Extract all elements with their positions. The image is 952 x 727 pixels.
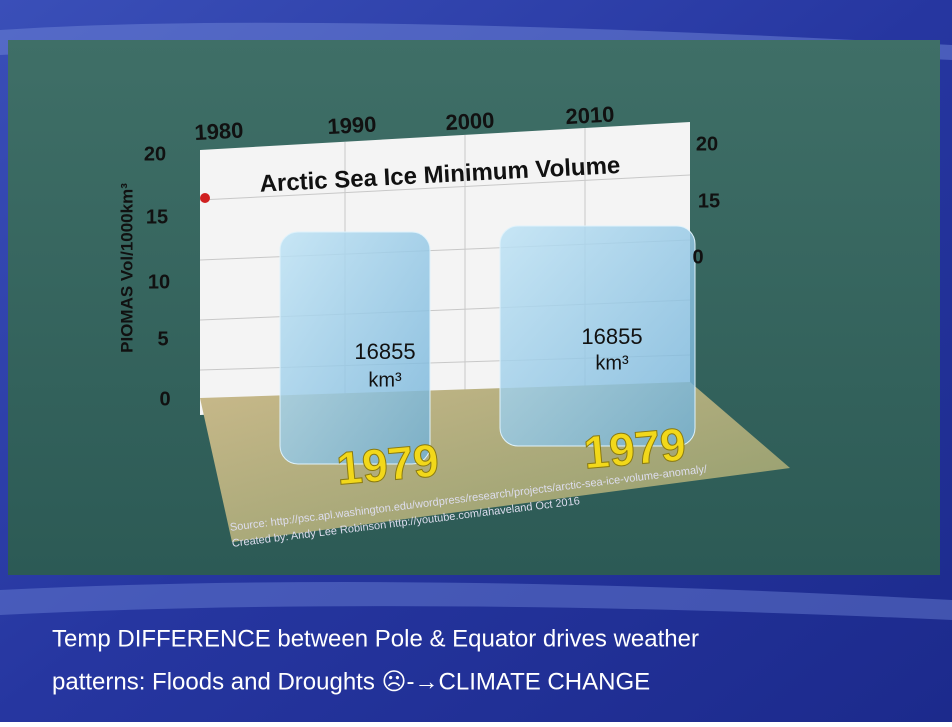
y-tick-label: 20 [696, 133, 718, 155]
y-tick-label: 5 [157, 328, 168, 350]
year-label: 2010 [565, 102, 615, 130]
ice-unit: km³ [595, 352, 629, 374]
y-tick-label: 15 [146, 206, 168, 228]
y-tick-label: 15 [698, 190, 720, 212]
y-tick-label: 10 [148, 271, 170, 293]
ice-unit: km³ [368, 369, 402, 391]
year-label: 1990 [327, 112, 377, 140]
caption: patterns: Floods and Droughts ☹-→CLIMATE… [52, 668, 650, 695]
y-tick-label: 20 [144, 143, 166, 165]
streak [0, 582, 952, 620]
marker [200, 193, 210, 203]
year-label: 2000 [445, 108, 495, 136]
caption: Temp DIFFERENCE between Pole & Equator d… [52, 625, 699, 652]
year-stamp: 1979 [581, 418, 687, 479]
ice-cube [279, 231, 431, 465]
year-stamp: 1979 [334, 434, 440, 495]
axis-title: PIOMAS Vol/1000km³ [117, 183, 136, 353]
y-tick-label: 0 [159, 388, 170, 410]
y-tick-label: 0 [692, 246, 703, 268]
year-label: 1980 [194, 118, 244, 146]
ice-cube [499, 225, 696, 447]
ice-volume: 16855 [581, 324, 642, 349]
ice-volume: 16855 [354, 339, 415, 364]
